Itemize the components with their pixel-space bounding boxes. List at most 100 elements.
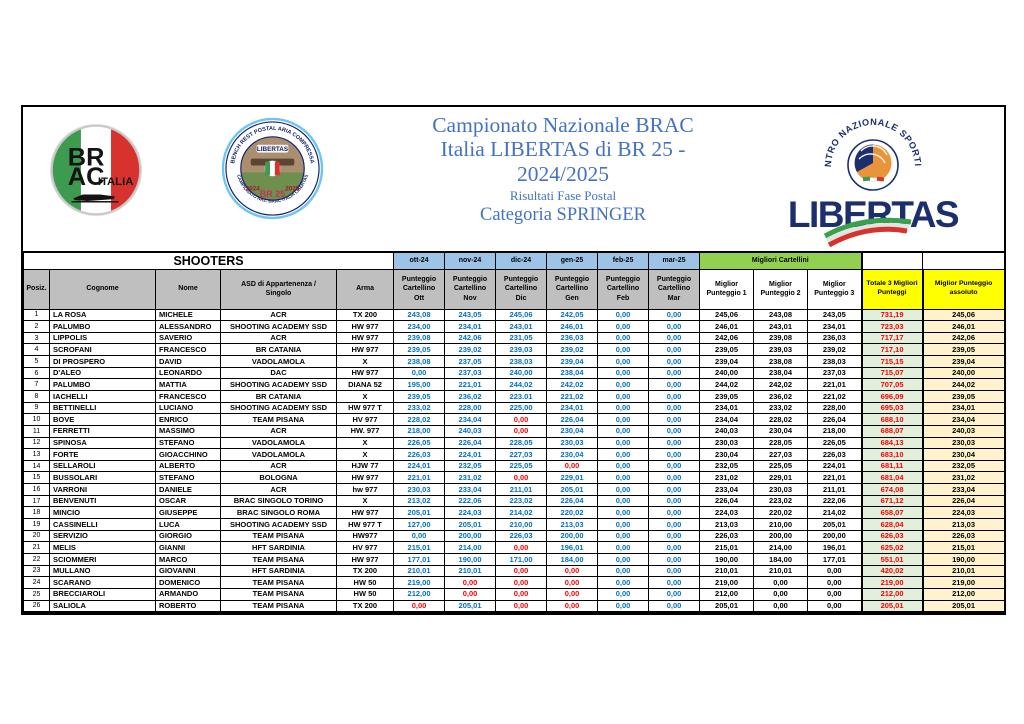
cell-best-score: 238,03 — [807, 355, 863, 368]
cell-cognome: SCROFANI — [49, 343, 156, 357]
cell-cognome: MULLANO — [49, 564, 156, 578]
cell-best-score: 242,06 — [699, 331, 755, 345]
cell-arma: HW 977 T — [335, 518, 395, 531]
cell-month-score: 210,00 — [495, 518, 548, 531]
cell-posizione: 7 — [23, 378, 50, 391]
month-header-gen: gen-25 — [546, 251, 599, 270]
cell-month-score: 0,00 — [495, 471, 548, 485]
cell-nome: MARCO — [155, 552, 221, 566]
cell-arma: X — [335, 494, 395, 508]
cell-arma: HW 977 — [335, 343, 395, 357]
cell-nome: ENRICO — [155, 413, 221, 426]
cell-cognome: BETTINELLI — [49, 401, 156, 415]
cell-month-score: 0,00 — [597, 471, 650, 485]
table-row: 2 PALUMBO ALESSANDRO SHOOTING ACADEMY SSD HW… — [23, 320, 1006, 333]
cell-month-score: 0,00 — [648, 459, 701, 473]
cell-month-score: 226,04 — [546, 494, 599, 508]
table-row: 22 SCIOMMERI MARCO TEAM PISANA HW 977 177,01 1… — [23, 552, 1006, 566]
cell-cognome: LA ROSA — [49, 308, 156, 322]
table-row: 24 SCARANO DOMENICO TEAM PISANA HW 50 219,00 0… — [23, 576, 1006, 589]
cell-best-score: 246,01 — [699, 320, 755, 333]
table-row: 11 FERRETTI MASSIMO ACR HW. 977 218,00 240,03 0… — [23, 424, 1006, 438]
cell-month-score: 0,00 — [597, 459, 650, 473]
cell-month-score: 223.01 — [495, 389, 548, 403]
cell-month-score: 211,01 — [495, 483, 548, 496]
cell-month-score: 127,00 — [393, 518, 446, 531]
cell-month-score: 232,05 — [444, 459, 497, 473]
cell-total: 681,11 — [860, 459, 924, 473]
cell-asd: SHOOTING ACADEMY SSD — [220, 401, 337, 415]
cell-month-score: 0,00 — [597, 378, 650, 391]
cell-nome: MICHELE — [155, 308, 221, 322]
cell-month-score: 0,00 — [648, 506, 701, 520]
cell-month-score: 0,00 — [597, 401, 650, 415]
cell-absolute: 234,04 — [922, 413, 1006, 426]
col-header-posizione: Posiz. — [23, 268, 50, 310]
cell-absolute: 234,01 — [922, 401, 1006, 415]
cell-best-score: 234,04 — [699, 413, 755, 426]
cell-total: 683,10 — [860, 448, 924, 461]
cell-month-score: 242,02 — [546, 378, 599, 391]
cell-posizione: 22 — [23, 552, 50, 566]
cell-cognome: SPINOSA — [49, 436, 156, 450]
cell-best-score: 190,00 — [699, 552, 755, 566]
cell-asd: VADOLAMOLA — [220, 355, 337, 368]
cell-month-score: 210,01 — [393, 564, 446, 578]
cell-best-score: 224,03 — [699, 506, 755, 520]
cell-arma: X — [335, 448, 395, 461]
masthead: BR AC ITALIA — [23, 107, 1004, 251]
cell-month-score: 0,00 — [648, 343, 701, 357]
cell-month-score: 218,00 — [393, 424, 446, 438]
table-row: 18 MINCIO GIUSEPPE BRAC SINGOLO ROMA HW 977 2… — [23, 506, 1006, 520]
table-row: 25 BRECCIAROLI ARMANDO TEAM PISANA HW 50 212,… — [23, 587, 1006, 601]
cell-month-score: 190,00 — [444, 552, 497, 566]
cell-asd: BRAC SINGOLO ROMA — [220, 506, 337, 520]
col-header-nome: Nome — [155, 268, 221, 310]
cell-posizione: 23 — [23, 564, 50, 578]
col-header-assoluto: Miglior Punteggio assoluto — [922, 268, 1006, 310]
cell-month-score: 0,00 — [597, 366, 650, 380]
cell-month-score: 205,01 — [444, 518, 497, 531]
cell-best-score: 233,04 — [699, 483, 755, 496]
cell-best-score: 210,00 — [753, 518, 809, 531]
cell-total: 671,12 — [860, 494, 924, 508]
col-header-punteggio-feb: Punteggio Cartellino Feb — [597, 268, 650, 310]
cell-nome: DOMENICO — [155, 576, 221, 589]
cell-absolute: 242,06 — [922, 331, 1006, 345]
cell-best-score: 214,00 — [753, 541, 809, 554]
cell-month-score: 0,00 — [597, 506, 650, 520]
cell-asd: SHOOTING ACADEMY SSD — [220, 320, 337, 333]
cell-absolute: 239,05 — [922, 343, 1006, 357]
cell-month-score: 0,00 — [495, 564, 548, 578]
cell-cognome: IACHELLI — [49, 389, 156, 403]
cell-month-score: 242,05 — [546, 308, 599, 322]
cell-arma: HV 977 — [335, 413, 395, 426]
cell-best-score: 240,00 — [699, 366, 755, 380]
cell-nome: OSCAR — [155, 494, 221, 508]
cell-posizione: 24 — [23, 576, 50, 589]
cell-month-score: 205,01 — [546, 483, 599, 496]
cell-month-score: 0,00 — [648, 518, 701, 531]
cell-best-score: 244,02 — [699, 378, 755, 391]
cell-best-score: 0,00 — [807, 564, 863, 578]
cell-month-score: 0,00 — [597, 424, 650, 438]
cell-month-score: 0,00 — [597, 448, 650, 461]
cell-total: 626,03 — [860, 529, 924, 543]
cell-month-score: 237,05 — [444, 355, 497, 368]
cell-posizione: 1 — [23, 308, 50, 322]
cell-month-score: 239,03 — [495, 343, 548, 357]
col-header-miglior-2: Miglior Punteggio 2 — [753, 268, 809, 310]
cell-best-score: 177,01 — [807, 552, 863, 566]
cell-best-score: 0,00 — [807, 599, 863, 613]
cell-posizione: 16 — [23, 483, 50, 496]
cell-total: 219,00 — [860, 576, 924, 589]
cell-month-score: 0,00 — [648, 483, 701, 496]
cell-arma: HW. 977 — [335, 424, 395, 438]
cell-arma: HW977 — [335, 529, 395, 543]
cell-month-score: 0,00 — [495, 424, 548, 438]
brac-text-mid: AC — [68, 163, 105, 191]
cell-arma: HW 50 — [335, 587, 395, 601]
badge-br25-text: BR 25 — [260, 189, 285, 199]
cell-total: 715,07 — [860, 366, 924, 380]
cell-month-score: 229,01 — [546, 471, 599, 485]
